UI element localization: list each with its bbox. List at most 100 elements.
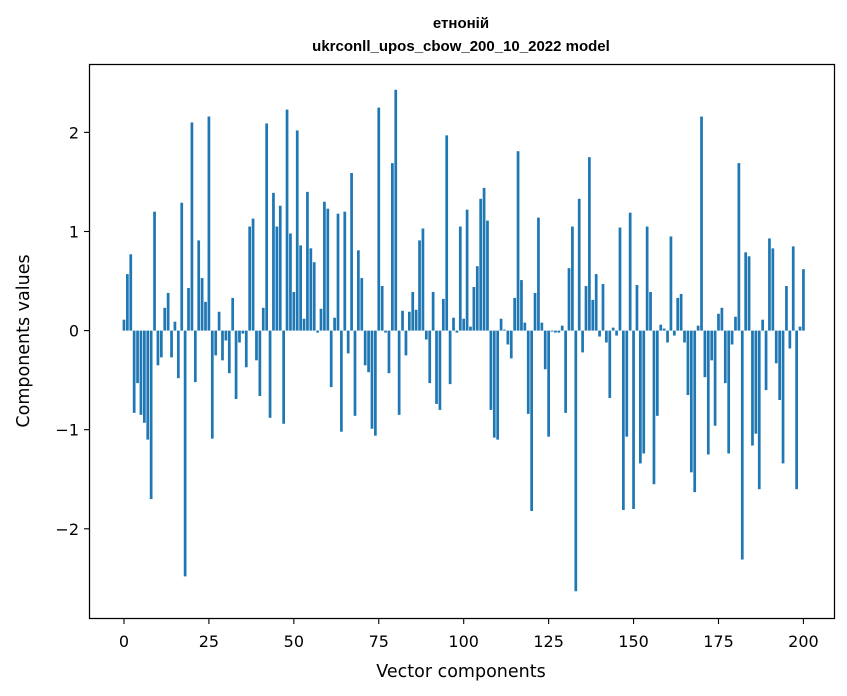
bar-component-95	[445, 135, 449, 331]
bar-component-125	[547, 330, 550, 437]
bar-component-66	[346, 330, 350, 354]
bar-component-102	[469, 326, 472, 331]
bar-component-183	[744, 252, 748, 331]
chart-title-line-1: етноній	[433, 15, 489, 32]
bar-component-116	[516, 151, 520, 331]
bar-component-108	[489, 330, 493, 410]
x-tick-label: 25	[199, 632, 219, 651]
bar-component-47	[282, 330, 285, 424]
bar-component-155	[649, 291, 652, 331]
x-tick-label: 0	[119, 632, 129, 651]
bar-component-21	[193, 330, 197, 383]
bar-component-197	[791, 246, 795, 331]
bar-component-16	[176, 330, 180, 379]
bar-component-162	[672, 330, 676, 336]
bar-component-3	[132, 330, 136, 413]
bar-component-94	[441, 298, 445, 331]
bar-component-28	[217, 311, 221, 331]
y-tick-label: −2	[55, 520, 79, 539]
bar-component-35	[241, 330, 245, 334]
bar-component-171	[703, 330, 707, 378]
bar-component-99	[458, 226, 462, 331]
y-tick-label: 2	[69, 123, 79, 142]
bar-component-147	[622, 330, 625, 510]
bar-component-121	[533, 292, 537, 331]
bar-component-132	[571, 226, 574, 331]
bar-component-195	[785, 286, 788, 331]
bar-component-59	[323, 201, 326, 331]
bar-component-83	[404, 330, 408, 356]
bar-component-53	[302, 318, 306, 331]
bar-component-98	[455, 330, 459, 333]
bar-component-167	[689, 330, 693, 473]
bar-component-96	[448, 330, 452, 385]
bar-component-41	[261, 307, 265, 331]
bar-component-42	[265, 123, 269, 331]
bar-component-110	[496, 330, 500, 440]
bar-component-6	[143, 330, 146, 423]
bar-component-69	[357, 250, 360, 331]
bar-component-164	[679, 293, 683, 331]
bar-component-166	[686, 330, 690, 396]
bar-component-191	[771, 248, 775, 331]
bar-component-78	[387, 330, 391, 374]
bar-component-149	[628, 212, 632, 331]
bar-component-30	[224, 330, 228, 341]
bar-component-170	[700, 116, 703, 331]
bar-component-36	[244, 330, 248, 368]
bar-component-104	[475, 266, 479, 331]
bar-component-148	[625, 330, 629, 437]
bar-component-150	[632, 330, 635, 509]
bar-component-193	[778, 330, 781, 400]
bar-component-137	[588, 157, 591, 331]
bar-component-39	[255, 330, 258, 361]
bar-component-194	[781, 330, 785, 464]
bar-component-182	[740, 330, 744, 560]
bar-component-70	[360, 278, 364, 331]
bar-component-152	[639, 330, 642, 464]
y-tick-label: −1	[55, 421, 79, 440]
bar-component-178	[727, 330, 731, 454]
bar-component-151	[635, 285, 639, 331]
bar-component-103	[472, 286, 476, 331]
bar-component-43	[268, 330, 272, 418]
bar-component-118	[523, 322, 527, 331]
bar-component-76	[380, 286, 384, 331]
bar-component-199	[798, 326, 802, 331]
bar-component-64	[340, 330, 343, 432]
bar-component-23	[200, 278, 204, 331]
bar-component-63	[336, 213, 340, 331]
bar-component-128	[557, 330, 561, 333]
bar-component-85	[411, 291, 415, 331]
chart-title-line-2: ukrconll_upos_cbow_200_10_2022 model	[312, 38, 610, 55]
bar-component-5	[139, 330, 143, 415]
bar-component-113	[506, 330, 510, 345]
bar-component-17	[180, 202, 184, 331]
bar-component-177	[723, 330, 727, 384]
bar-component-196	[788, 330, 792, 349]
bar-component-133	[574, 330, 578, 592]
bar-component-141	[601, 284, 605, 331]
bar-component-124	[543, 330, 547, 370]
bar-component-188	[761, 319, 765, 331]
x-tick-label: 175	[703, 632, 734, 651]
bar-component-45	[275, 226, 279, 331]
bar-component-48	[285, 109, 289, 331]
bar-component-181	[737, 163, 741, 331]
bar-component-120	[530, 330, 533, 511]
bar-component-46	[278, 205, 282, 331]
bar-component-18	[183, 330, 187, 577]
bar-component-144	[611, 327, 615, 331]
bar-component-14	[170, 330, 173, 358]
bar-component-9	[153, 211, 156, 331]
bar-component-71	[363, 330, 367, 366]
bar-component-127	[554, 330, 557, 333]
x-tick-label: 75	[369, 632, 389, 651]
bar-component-56	[312, 262, 316, 331]
bar-component-179	[730, 330, 734, 345]
bar-component-62	[333, 317, 336, 331]
bar-component-81	[397, 330, 401, 415]
bar-component-112	[503, 329, 506, 331]
